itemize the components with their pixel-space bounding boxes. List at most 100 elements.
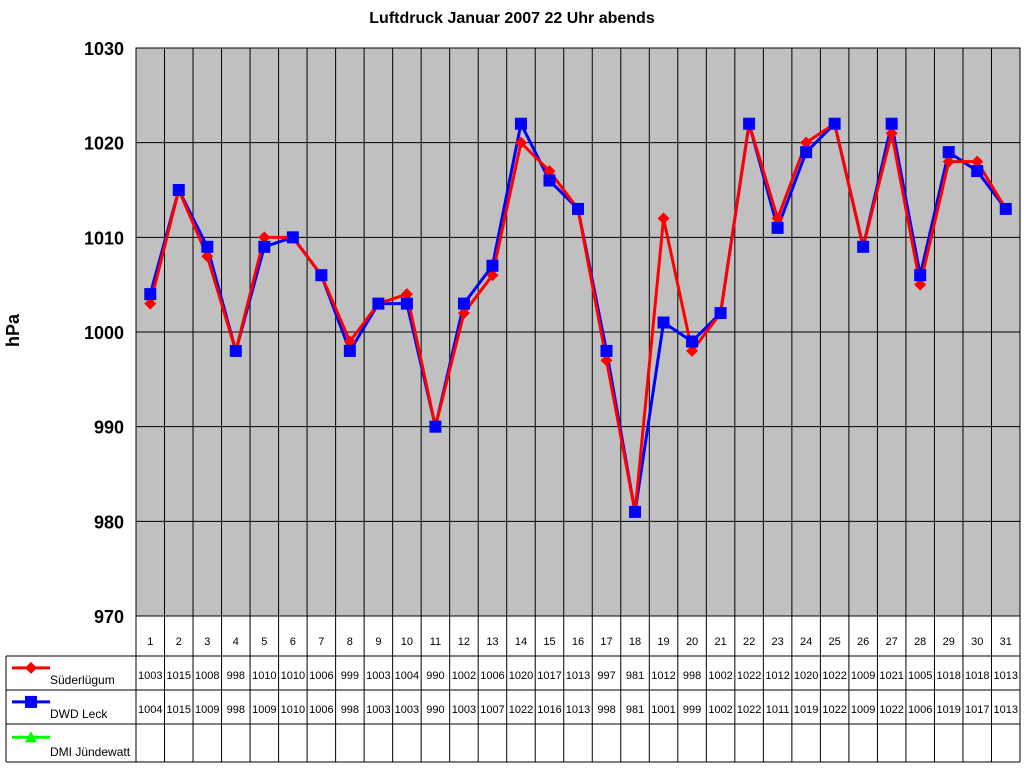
y-tick-label: 970 xyxy=(94,607,124,627)
table-cell-value: 999 xyxy=(341,670,359,682)
data-point xyxy=(286,231,299,244)
data-point xyxy=(372,297,385,310)
x-tick-label: 31 xyxy=(1000,636,1012,648)
y-tick-label: 1030 xyxy=(84,39,124,59)
data-point xyxy=(201,250,214,263)
x-tick-label: 25 xyxy=(829,636,841,648)
table-cell-value: 1004 xyxy=(395,670,419,682)
data-point xyxy=(771,212,784,225)
data-point xyxy=(971,155,984,168)
data-point xyxy=(686,335,699,348)
data-point xyxy=(885,127,898,140)
x-tick-label: 17 xyxy=(600,636,612,648)
table-cell-value: 1018 xyxy=(965,670,989,682)
data-point xyxy=(942,155,955,168)
x-tick-label: 2 xyxy=(176,636,182,648)
y-tick-label: 1020 xyxy=(84,134,124,154)
table-cell-value: 1013 xyxy=(993,704,1017,716)
x-tick-label: 28 xyxy=(914,636,926,648)
x-tick-label: 6 xyxy=(290,636,296,648)
table-cell-value: 1006 xyxy=(480,670,504,682)
table-cell-value: 998 xyxy=(227,670,245,682)
x-tick-label: 22 xyxy=(743,636,755,648)
table-cell-value: 998 xyxy=(683,670,701,682)
x-tick-label: 15 xyxy=(543,636,555,648)
table-cell-value: 1009 xyxy=(851,704,875,716)
data-point xyxy=(771,221,784,234)
table-cell-value: 1002 xyxy=(708,704,732,716)
table-cell-value: 981 xyxy=(626,704,644,716)
table-cell-value: 990 xyxy=(426,670,444,682)
table-cell-value: 1022 xyxy=(822,704,846,716)
data-point xyxy=(857,240,870,253)
table-cell-value: 1009 xyxy=(252,704,276,716)
table-cell-value: 1003 xyxy=(366,670,390,682)
x-tick-label: 30 xyxy=(971,636,983,648)
data-point xyxy=(486,259,499,272)
data-point xyxy=(800,136,813,149)
legend-label: Süderlügum xyxy=(50,673,115,687)
table-cell-value: 1009 xyxy=(195,704,219,716)
data-point xyxy=(914,278,927,291)
x-tick-label: 11 xyxy=(430,636,441,648)
data-point xyxy=(457,307,470,320)
table-cell-value: 1006 xyxy=(908,704,932,716)
x-tick-label: 21 xyxy=(714,636,726,648)
table-cell-value: 1002 xyxy=(708,670,732,682)
data-point xyxy=(400,288,413,301)
table-cell-value: 997 xyxy=(597,670,615,682)
x-tick-label: 18 xyxy=(629,636,641,648)
x-tick-label: 5 xyxy=(261,636,267,648)
table-cell-value: 1010 xyxy=(281,704,305,716)
x-tick-label: 10 xyxy=(401,636,413,648)
table-cell-value: 1019 xyxy=(794,704,818,716)
x-tick-label: 7 xyxy=(318,636,324,648)
data-point xyxy=(429,420,442,433)
chart-title: Luftdruck Januar 2007 22 Uhr abends xyxy=(369,10,655,27)
data-point xyxy=(714,307,727,320)
x-tick-label: 3 xyxy=(204,636,210,648)
table-cell-value: 1017 xyxy=(537,670,561,682)
series-markers xyxy=(144,117,1012,518)
data-table: 1 2 3 4 5 6 7 8 9 10 11 12 13 14 15 16 17 18 19 20 21 22 23 24 2… xyxy=(5,48,1021,763)
x-tick-label: 13 xyxy=(486,636,498,648)
x-tick-label: 27 xyxy=(886,636,898,648)
table-cell-value: 1002 xyxy=(452,670,476,682)
data-point xyxy=(229,344,242,357)
table-cell-value: 981 xyxy=(626,670,644,682)
data-point xyxy=(315,269,328,282)
x-tick-label: 9 xyxy=(375,636,381,648)
y-tick-label: 1010 xyxy=(84,228,124,248)
table-cell-value: 1012 xyxy=(651,670,675,682)
x-tick-label: 4 xyxy=(233,636,239,648)
table-cell-value: 1015 xyxy=(167,704,191,716)
table-cell-value: 1001 xyxy=(651,704,675,716)
data-point xyxy=(657,212,670,225)
table-cell-value: 990 xyxy=(426,704,444,716)
x-tick-label: 29 xyxy=(943,636,955,648)
table-cell-value: 1004 xyxy=(138,704,162,716)
data-point xyxy=(543,165,556,178)
x-tick-label: 20 xyxy=(686,636,698,648)
table-cell-value: 1003 xyxy=(366,704,390,716)
table-cell-value: 1003 xyxy=(395,704,419,716)
table-cell-value: 1019 xyxy=(936,704,960,716)
data-point xyxy=(201,240,214,253)
y-tick-label: 980 xyxy=(94,512,124,532)
data-point xyxy=(743,117,756,130)
data-point xyxy=(486,269,499,282)
x-tick-label: 23 xyxy=(771,636,783,648)
table-cell-value: 1006 xyxy=(309,670,333,682)
table-cell-value: 1012 xyxy=(765,670,789,682)
data-point xyxy=(343,335,356,348)
y-tick-label: 990 xyxy=(94,418,124,438)
table-cell-value: 1013 xyxy=(566,704,590,716)
table-cell-value: 1003 xyxy=(452,704,476,716)
x-tick-label: 19 xyxy=(657,636,669,648)
table-cell-value: 1021 xyxy=(879,670,903,682)
table-cell-value: 1003 xyxy=(138,670,162,682)
data-point xyxy=(600,354,613,367)
table-cell-value: 1007 xyxy=(480,704,504,716)
table-cell-value: 1010 xyxy=(252,670,276,682)
table-cell-value: 1013 xyxy=(993,670,1017,682)
